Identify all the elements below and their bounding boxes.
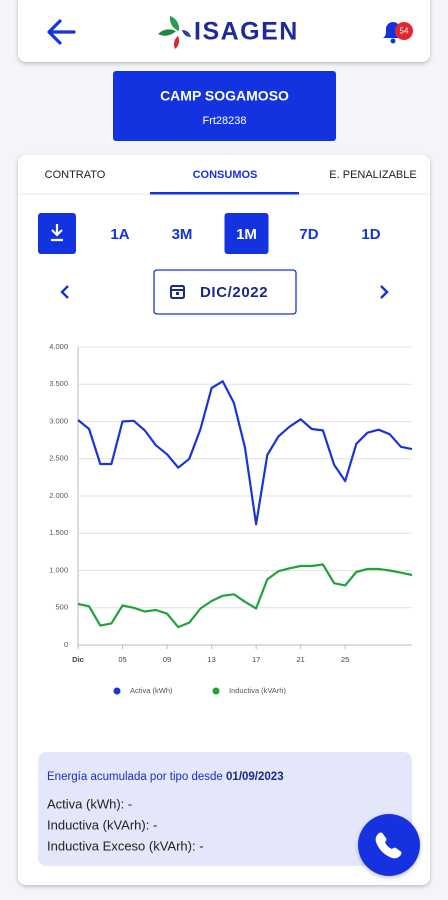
station-code: Frt28238 — [202, 115, 246, 127]
legend-label: Activa (kWh) — [130, 686, 173, 695]
x-tick-label: 25 — [341, 655, 349, 664]
download-icon — [51, 224, 63, 242]
period-button[interactable]: 1A — [110, 226, 129, 243]
x-tick-label: 17 — [252, 655, 260, 664]
header-card — [18, 0, 430, 62]
date-text: DIC/2022 — [200, 284, 268, 301]
info-row: Inductiva Exceso (kVArh): - — [47, 838, 204, 853]
info-label: Energía acumulada por tipo desde — [47, 771, 223, 783]
next-button[interactable] — [380, 285, 389, 299]
y-tick-label: 0 — [64, 640, 68, 649]
prev-button[interactable] — [60, 285, 69, 299]
info-heading: Energía acumulada por tipo desde 01/09/2… — [47, 771, 284, 783]
back-button[interactable] — [47, 19, 76, 45]
y-tick-label: 4.000 — [49, 342, 68, 351]
tab-indicator — [150, 192, 299, 195]
y-tick-label: 2.500 — [49, 454, 68, 463]
y-tick-label: 500 — [55, 603, 68, 612]
info-row: Activa (kWh): - — [47, 796, 132, 811]
x-tick-label: 21 — [296, 655, 304, 664]
main-card — [18, 155, 430, 885]
period-selected[interactable] — [224, 213, 269, 254]
info-box — [38, 752, 412, 866]
line-series — [77, 380, 413, 526]
date-picker[interactable] — [153, 269, 297, 315]
notification-button[interactable]: 54 — [383, 22, 413, 44]
info-row: Inductiva (kVArh): - — [47, 817, 157, 832]
logo-text: ISAGEN — [194, 18, 299, 46]
y-tick-label: 3.500 — [49, 379, 68, 388]
x-tick-label: 05 — [118, 655, 126, 664]
legend-marker — [113, 687, 121, 695]
legend-marker — [212, 687, 220, 695]
y-tick-label: 3.000 — [49, 416, 68, 425]
calendar-icon — [170, 285, 185, 299]
logo-icon — [158, 16, 191, 49]
line-series — [77, 563, 413, 629]
station-card[interactable] — [113, 71, 336, 141]
tab[interactable]: E. PENALIZABLE — [329, 169, 416, 181]
call-button[interactable] — [358, 814, 420, 876]
x-tick-label: 09 — [163, 655, 171, 664]
phone-icon — [375, 832, 402, 859]
x-tick-label: Dic — [72, 655, 84, 664]
tab[interactable]: CONTRATO — [45, 169, 106, 181]
period-button[interactable]: 1D — [361, 226, 380, 243]
period-button[interactable]: 7D — [299, 226, 318, 243]
station-name: CAMP SOGAMOSO — [160, 88, 289, 104]
y-tick-label: 1.000 — [49, 565, 68, 574]
badge: 54 — [400, 27, 409, 36]
legend-label: Inductiva (kVArh) — [229, 686, 286, 695]
info-date: 01/09/2023 — [226, 771, 284, 783]
y-tick-label: 2.000 — [49, 491, 68, 500]
tab[interactable]: CONSUMOS — [193, 169, 258, 181]
period-button[interactable]: 1M — [236, 226, 257, 243]
y-tick-label: 1.500 — [49, 528, 68, 537]
period-button[interactable]: 3M — [172, 226, 193, 243]
x-tick-label: 13 — [207, 655, 215, 664]
